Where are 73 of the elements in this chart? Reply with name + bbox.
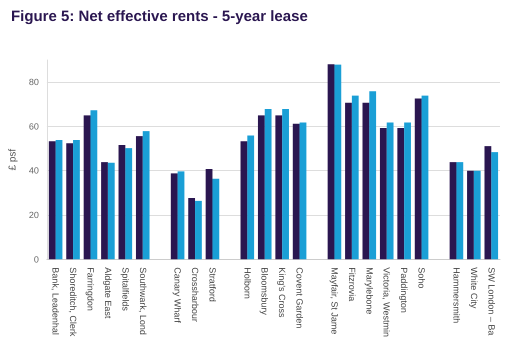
x-tick-label: Marylebone <box>364 267 374 314</box>
bar <box>352 96 359 260</box>
x-tick-label: Crossharbour <box>190 267 200 322</box>
bar <box>258 115 265 260</box>
bar <box>101 162 108 260</box>
x-tick-label: Mayfair, St Jame <box>329 267 340 334</box>
bar <box>282 108 289 260</box>
y-tick-label: 20 <box>28 210 39 220</box>
x-tick-label: Spitalfields <box>120 267 130 312</box>
bar <box>125 148 132 260</box>
x-tick-label: White City <box>468 267 479 309</box>
x-tick-label: Soho <box>416 267 427 288</box>
x-tick-label: Victoria, Westmin <box>382 267 392 338</box>
bar <box>206 168 212 260</box>
bar <box>275 115 282 260</box>
bar <box>474 170 481 260</box>
y-tick-label: 40 <box>28 166 39 176</box>
bar <box>170 173 178 260</box>
chart-title: Figure 5: Net effective rents - 5-year lease <box>11 8 308 25</box>
x-tick-label: Paddington <box>399 267 410 313</box>
bar <box>247 136 254 260</box>
bar <box>292 124 300 260</box>
x-tick-label: King's Cross <box>277 267 288 318</box>
x-tick-label: Fitzrovia <box>346 267 357 302</box>
x-tick-label: Covent Garden <box>294 267 305 328</box>
bar <box>188 198 196 260</box>
x-tick-label: Hammersmith <box>451 267 462 324</box>
bar <box>386 122 394 260</box>
x-tick-label: Bank, Leadenhal <box>50 267 61 335</box>
bar <box>90 110 98 260</box>
bar <box>345 102 352 260</box>
x-tick-label: Stratford <box>207 267 218 302</box>
y-tick-label: 0 <box>34 254 39 264</box>
bar <box>66 143 74 260</box>
bar <box>178 171 184 260</box>
bar <box>422 96 428 260</box>
bar <box>108 162 115 260</box>
x-tick-label: Southwark, Lond <box>138 267 148 335</box>
bar <box>484 146 492 260</box>
y-tick-label: 80 <box>28 77 39 88</box>
x-tick-label: Shoreditch, Clerk <box>68 267 78 337</box>
bar <box>328 64 334 260</box>
y-axis-title: £ psf <box>8 148 18 170</box>
bar <box>48 141 56 260</box>
bar <box>334 64 342 260</box>
bar <box>467 170 474 260</box>
bar <box>369 91 376 260</box>
bar <box>118 145 126 260</box>
bar <box>397 128 404 260</box>
bar <box>56 140 62 260</box>
x-tick-label: Bloomsbury <box>260 267 270 316</box>
bar <box>212 178 220 260</box>
bar <box>491 152 498 260</box>
bar <box>240 141 248 260</box>
bar <box>404 122 411 260</box>
bar <box>380 128 387 260</box>
x-tick-label: Farringdon <box>85 267 96 311</box>
bar <box>73 140 80 260</box>
bar <box>264 108 272 260</box>
x-tick-label: Canary Wharf <box>172 267 183 324</box>
bar <box>362 102 370 260</box>
bar <box>450 162 456 260</box>
y-tick-label: 60 <box>28 121 39 132</box>
x-tick-label: Holborn <box>242 267 252 299</box>
bar <box>195 200 202 260</box>
bar <box>136 136 143 260</box>
x-tick-label: Aldgate East <box>102 267 113 319</box>
bar <box>414 98 422 260</box>
bar <box>142 131 150 260</box>
bar <box>300 122 306 260</box>
bar <box>84 115 90 260</box>
bar <box>456 162 464 260</box>
x-tick-label: SW London – Ba <box>486 267 496 336</box>
